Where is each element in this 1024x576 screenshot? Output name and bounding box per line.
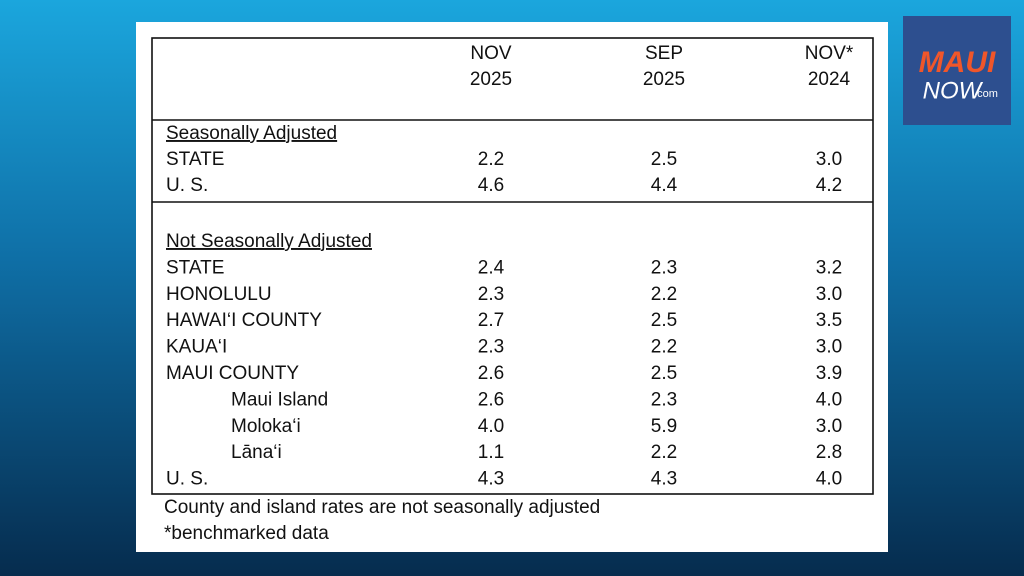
cell-value: 4.6 <box>478 175 504 196</box>
cell-value: 2.4 <box>478 257 505 278</box>
cell-value: 4.0 <box>478 416 504 437</box>
cell-value: 2.7 <box>478 310 504 331</box>
cell-value: 2.8 <box>816 442 842 463</box>
footnote: County and island rates are not seasonal… <box>164 497 600 518</box>
column-header: 2024 <box>808 69 851 90</box>
cell-value: 3.0 <box>816 284 842 305</box>
cell-value: 3.9 <box>816 363 842 384</box>
column-header: NOV <box>470 43 512 64</box>
cell-value: 5.9 <box>651 416 677 437</box>
cell-value: 4.3 <box>651 469 677 490</box>
table-border <box>151 37 874 495</box>
cell-value: 2.3 <box>651 389 677 410</box>
section-title: Seasonally Adjusted <box>166 123 337 144</box>
column-header: NOV* <box>805 43 854 64</box>
row-label: Moloka‘i <box>231 416 301 437</box>
cell-value: 2.6 <box>478 363 504 384</box>
panel <box>136 22 888 552</box>
cell-value: 2.3 <box>478 337 504 358</box>
cell-value: 3.0 <box>816 416 842 437</box>
cell-value: 2.2 <box>478 149 504 170</box>
row-label: STATE <box>166 149 224 170</box>
cell-value: 4.2 <box>816 175 842 196</box>
cell-value: 2.5 <box>651 149 677 170</box>
cell-value: 3.5 <box>816 310 842 331</box>
cell-value: 4.3 <box>478 469 504 490</box>
row-label: HAWAI‘I COUNTY <box>166 310 322 331</box>
column-header: 2025 <box>643 69 685 90</box>
cell-value: 3.0 <box>816 149 842 170</box>
cell-value: 4.0 <box>816 389 842 410</box>
cell-value: 4.4 <box>651 175 678 196</box>
row-label: Maui Island <box>231 389 328 410</box>
row-label: HONOLULU <box>166 284 272 305</box>
column-header: SEP <box>645 43 683 64</box>
section-title: Not Seasonally Adjusted <box>166 231 372 252</box>
cell-value: 4.0 <box>816 469 842 490</box>
row-label: U. S. <box>166 469 208 490</box>
row-label: STATE <box>166 257 224 278</box>
cell-value: 3.0 <box>816 337 842 358</box>
cell-value: 2.5 <box>651 310 677 331</box>
cell-value: 2.6 <box>478 389 504 410</box>
cell-value: 2.2 <box>651 337 677 358</box>
cell-value: 2.2 <box>651 284 677 305</box>
row-label: Lāna‘i <box>231 442 282 463</box>
column-header: 2025 <box>470 69 512 90</box>
row-label: KAUA‘I <box>166 337 227 358</box>
logo-bottom: NOW <box>923 77 984 104</box>
logo-suffix: .com <box>974 88 998 100</box>
cell-value: 2.3 <box>651 257 677 278</box>
row-label: MAUI COUNTY <box>166 363 299 384</box>
logo <box>903 16 1011 125</box>
cell-value: 2.3 <box>478 284 504 305</box>
cell-value: 1.1 <box>478 442 504 463</box>
cell-value: 3.2 <box>816 257 842 278</box>
footnote: *benchmarked data <box>164 523 329 544</box>
cell-value: 2.5 <box>651 363 677 384</box>
logo-top: MAUI <box>919 46 996 79</box>
cell-value: 2.2 <box>651 442 677 463</box>
row-label: U. S. <box>166 175 208 196</box>
